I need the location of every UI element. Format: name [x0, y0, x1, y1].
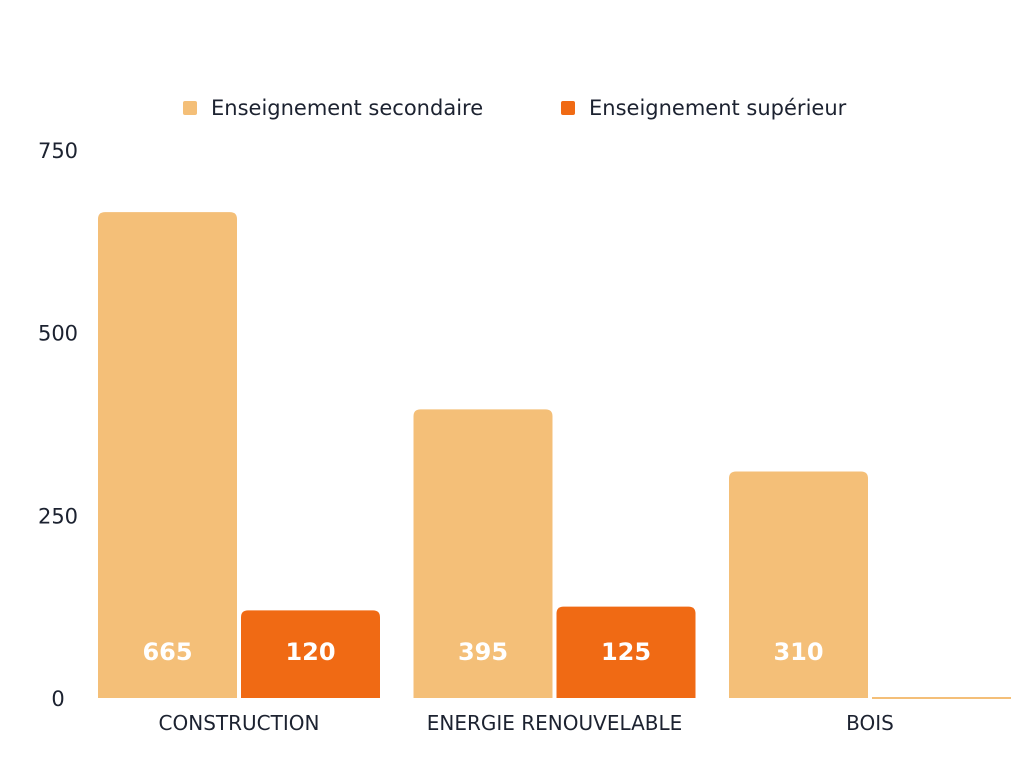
- y-tick-label: 0: [51, 687, 64, 711]
- bar-secondaire: [413, 409, 553, 698]
- bar-secondaire: [729, 471, 868, 698]
- legend-item-superieur: Enseignement supérieur: [561, 96, 846, 120]
- legend-swatch-secondaire: [183, 101, 197, 115]
- data-label: 395: [458, 638, 508, 666]
- y-tick-label: 250: [38, 504, 78, 528]
- data-label: 665: [142, 638, 192, 666]
- data-label: 310: [773, 638, 823, 666]
- bar-superieur: [556, 606, 696, 698]
- y-tick-label: 500: [38, 322, 78, 346]
- legend: Enseignement secondaire Enseignement sup…: [0, 94, 1024, 124]
- legend-swatch-superieur: [561, 101, 575, 115]
- data-label: 120: [285, 638, 335, 666]
- x-tick-label: ENERGIE RENOUVELABLE: [427, 711, 683, 735]
- legend-label-secondaire: Enseignement secondaire: [211, 96, 484, 120]
- data-label: 125: [601, 638, 651, 666]
- bar-superieur-zero: [872, 697, 1011, 699]
- x-tick-label: BOIS: [846, 711, 894, 735]
- bar-secondaire: [98, 212, 237, 698]
- legend-item-secondaire: Enseignement secondaire: [183, 96, 483, 120]
- y-tick-label: 750: [38, 139, 78, 163]
- bar-superieur: [241, 610, 380, 698]
- x-tick-label: CONSTRUCTION: [159, 711, 320, 735]
- legend-label-superieur: Enseignement supérieur: [589, 96, 847, 120]
